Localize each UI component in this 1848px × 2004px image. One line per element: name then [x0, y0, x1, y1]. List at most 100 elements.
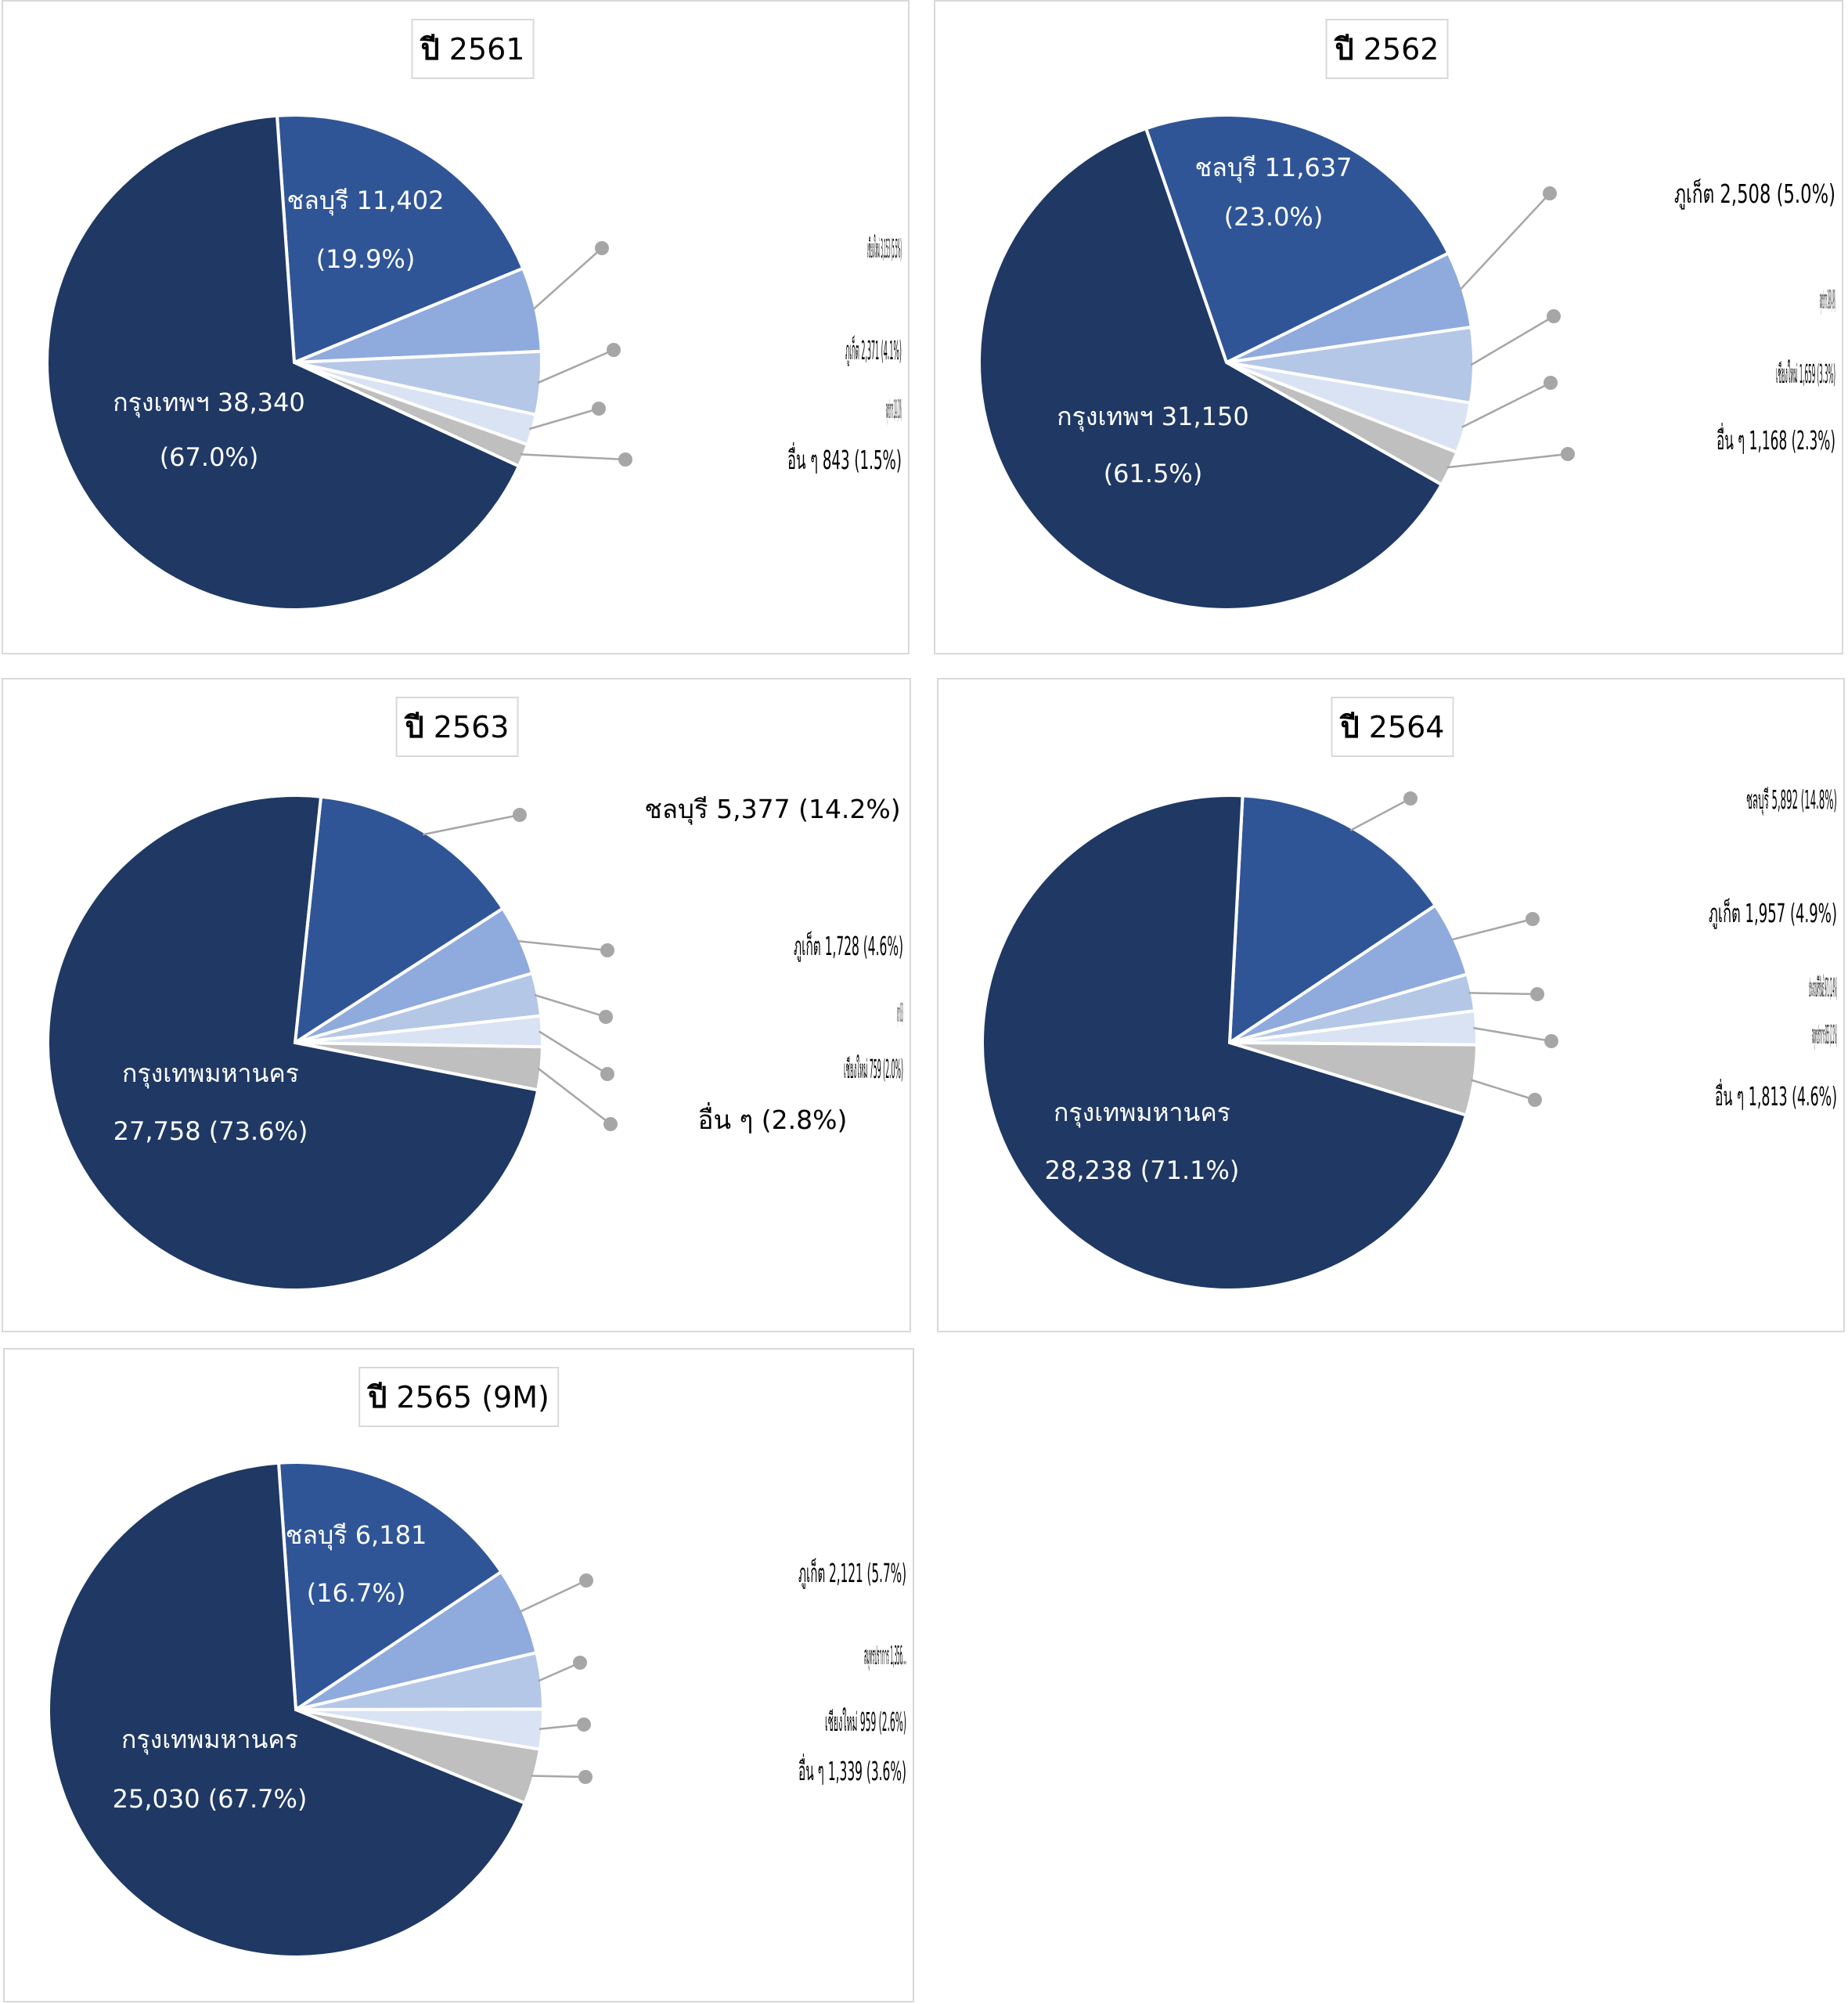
pie-slice-bangkok — [46, 794, 540, 1292]
leader-line — [1349, 797, 1411, 831]
pie-panel-2565-9m: ปี 2565 (9M) กรุงเทพมหานคร 25,030 (67.7%)… — [3, 1348, 914, 2002]
leader-dot — [577, 1717, 591, 1732]
leader-dot — [1543, 186, 1557, 200]
leader-dot — [600, 943, 614, 957]
slice-data-label: ภูเก็ต 1,957 (4.9%) — [1709, 898, 1837, 929]
pie-panel-2564: ปี 2564 กรุงเทพมหานคร 28,238 (71.1%) ชลบุร… — [937, 678, 1845, 1332]
chart-title-word: ปี — [405, 710, 424, 744]
leader-line — [534, 993, 607, 1018]
slice-data-label: อื่น ๆ 1,339 (3.6%) — [798, 1754, 906, 1786]
slice-data-label: ชลบุรี 11,402 (19.9%) — [287, 186, 445, 274]
slice-data-label: เชียงใหม่ 759 (2.0%) — [844, 1054, 903, 1084]
slice-data-label: กรุงเทพมหานคร 27,758 (73.6%) — [113, 1058, 308, 1146]
chart-title-year: 2561 — [448, 32, 525, 67]
pie-slice-chonburi — [1227, 794, 1438, 1046]
leader-line — [1468, 992, 1538, 996]
slice-data-label: ชลบุรี 5,377 (14.2%) — [644, 794, 900, 825]
chart-title-year: 2564 — [1368, 710, 1445, 744]
leader-dot — [607, 343, 621, 357]
pie-chart-2565-9m: กรุงเทพมหานคร 25,030 (67.7%) ชลบุรี 6,181(… — [47, 1461, 906, 1959]
leader-line — [519, 1579, 587, 1613]
pie-slice-chonburi — [275, 114, 525, 365]
leader-line — [1446, 452, 1569, 469]
slice-data-label: เชียงใหม่ 1,659 (3.3%) — [1776, 359, 1835, 389]
leader-dot — [579, 1573, 593, 1588]
slice-data-label: กรุงเทพมหานคร 28,238 (71.1%) — [1045, 1098, 1240, 1185]
slice-data-label: เชียงใหม่ 959 (2.6%) — [825, 1707, 906, 1737]
leader-line — [1459, 193, 1551, 291]
leader-line — [531, 1775, 586, 1779]
leader-dot — [592, 402, 606, 416]
pie-slice-bangkok — [981, 794, 1468, 1292]
pie-chart-2561: กรุงเทพฯ 38,340 (67.0%) ชลบุรี 11,402 (19.9… — [45, 114, 902, 611]
leader-dot — [595, 241, 609, 255]
slice-data-label: ภูเก็ต 2,121 (5.7%) — [798, 1558, 906, 1589]
leader-dot — [1528, 1093, 1542, 1107]
leader-line — [1470, 315, 1554, 366]
slice-data-label: ชลบุรี 5,892 (14.8%) — [1746, 784, 1837, 816]
leader-line — [531, 247, 603, 311]
pie-slice-chonburi — [276, 1461, 504, 1713]
leader-line — [537, 348, 614, 384]
slice-data-label: อื่น ๆ (2.8%) — [698, 1102, 848, 1135]
chart-title-year: 2565 (9M) — [396, 1380, 549, 1415]
slice-data-label: กรุงเทพฯ 38,340 (67.0%) — [113, 387, 304, 472]
leader-dot — [603, 1117, 618, 1131]
leader-dot — [618, 452, 632, 467]
pie-slice-chonburi — [1144, 114, 1451, 365]
leader-line — [1471, 1079, 1536, 1101]
chart-title-word: ปี — [1335, 32, 1354, 67]
chart-title-word: ปี — [1340, 710, 1360, 744]
chart-title-year: 2563 — [433, 710, 510, 744]
slice-data-label: อื่น ๆ 843 (1.5%) — [787, 442, 902, 475]
slice-data-label: ภูเก็ต 1,728 (4.6%) — [794, 931, 903, 962]
leader-dot — [513, 808, 527, 822]
slice-data-label: ภูเก็ต 2,508 (5.0%) — [1674, 178, 1835, 210]
leader-line — [539, 1723, 585, 1730]
chart-title: ปี 2565 (9M) — [358, 1367, 559, 1427]
leader-dot — [600, 1067, 614, 1081]
leader-line — [1473, 1026, 1552, 1043]
chart-title: ปี 2562 — [1325, 19, 1449, 79]
pie-panel-2562: ปี 2562 กรุงเทพฯ 31,150 (61.5%) ชลบุรี 11,… — [934, 0, 1843, 654]
chart-title: ปี 2561 — [411, 19, 535, 79]
slice-data-label: ภูเก็ต 2,371 (4.1%) — [845, 335, 902, 366]
leader-dot — [1526, 912, 1540, 926]
chart-title-year: 2562 — [1363, 32, 1439, 67]
pie-chart-2563: กรุงเทพมหานคร 27,758 (73.6%) ชลบุรี 5,377 … — [46, 794, 903, 1292]
slice-data-label: สมุทรปราการ 1,356... — [864, 1640, 906, 1671]
chart-title: ปี 2564 — [1331, 697, 1454, 757]
leader-line — [537, 1067, 611, 1125]
slice-data-label: กรุงเทพฯ 31,150 (61.5%) — [1057, 402, 1248, 488]
leader-line — [1450, 917, 1533, 941]
chart-title: ปี 2563 — [395, 697, 519, 757]
pie-slice-bangkok — [47, 1461, 528, 1959]
leader-dot — [573, 1656, 587, 1670]
leader-dot — [1544, 376, 1558, 390]
leader-dot — [599, 1010, 613, 1024]
slice-data-label: สมุทรปราการ 1,060 (2.8%) — [897, 997, 903, 1029]
leader-line — [528, 407, 600, 431]
slice-data-label: สมุทรปราการ 2,488 (4.9%) — [1820, 284, 1835, 315]
pie-panel-2563: ปี 2563 กรุงเทพมหานคร 27,758 (73.6%) ชลบุร… — [2, 678, 911, 1332]
slice-data-label: เชียงใหม่ 3,153 (5.5%) — [867, 233, 902, 264]
leader-dot — [1530, 987, 1544, 1001]
leader-dot — [1547, 309, 1561, 323]
pie-panel-2561: ปี 2561 กรุงเทพฯ 38,340 (67.0%) ชลบุรี 11,… — [2, 0, 910, 654]
slice-data-label: อื่น ๆ 1,168 (2.3%) — [1717, 423, 1835, 456]
leader-line — [517, 939, 608, 952]
slice-data-label: สมุทรปราการ 855 (2.2%) — [1812, 1019, 1837, 1051]
leader-line — [521, 453, 626, 461]
chart-title-word: ปี — [368, 1380, 387, 1415]
pie-chart-2562: กรุงเทพฯ 31,150 (61.5%) ชลบุรี 11,637 (23.0… — [978, 114, 1835, 611]
leader-dot — [578, 1770, 593, 1784]
slice-data-label: ชลบุรี 11,637 (23.0%) — [1195, 153, 1353, 232]
pie-slice-bangkok — [45, 114, 521, 611]
leader-dot — [1403, 791, 1418, 806]
slice-data-label: กรุงเทพมหานคร 25,030 (67.7%) — [113, 1725, 308, 1814]
leader-dot — [1544, 1034, 1558, 1048]
slice-data-label: สมุทรปราการ 1,141 (2.0%) — [886, 394, 902, 425]
slice-data-label: ประจวบคีรีขันธ์ 971 (2.4%) — [1809, 972, 1837, 1003]
pie-slice-chonburi — [293, 795, 506, 1046]
